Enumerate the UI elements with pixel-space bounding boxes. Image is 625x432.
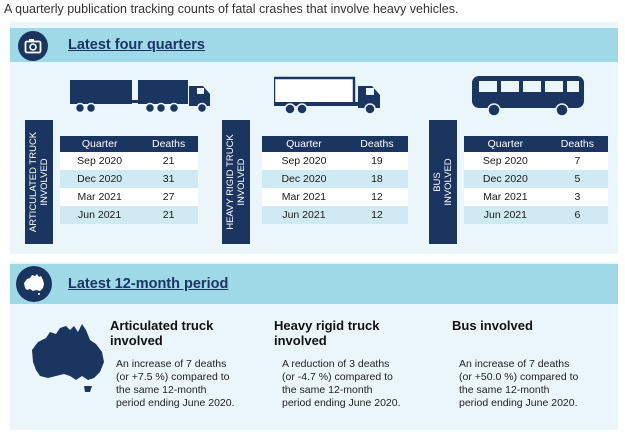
table-row: Sep 2020 19: [262, 152, 408, 170]
table-row: Jun 2021 21: [60, 206, 198, 224]
card-rigid-description: A reduction of 3 deaths (or -4.7 %) compa…: [282, 358, 401, 409]
articulated-truck-icon: [70, 78, 216, 119]
rigid-truck-icon: [272, 76, 386, 121]
bus-table: Quarter Deaths Sep 2020 7 Dec 2020 5 Mar 20…: [464, 136, 608, 224]
bus-label: BUS INVOLVED: [429, 120, 457, 244]
table-row: Dec 2020 31: [60, 170, 198, 188]
table-row: Dec 2020 18: [262, 170, 408, 188]
card-bus-title: Bus involved: [452, 318, 533, 333]
column-header-quarter: Quarter: [464, 136, 547, 152]
australia-map-icon: [16, 266, 52, 302]
latest-12-month-header: Latest 12-month period: [10, 264, 618, 304]
latest-12-month-panel: Latest 12-month period Articulated truck…: [10, 262, 618, 430]
camera-icon: [18, 31, 48, 61]
latest-quarters-panel: Latest four quarters ARTICULATED TRUCK IN…: [10, 22, 618, 254]
articulated-truck-label: ARTICULATED TRUCK INVOLVED: [25, 120, 53, 244]
rigid-truck-label: HEAVY RIGID TRUCK INVOLVED: [222, 120, 250, 244]
bus-icon: [470, 74, 588, 123]
card-rigid-title: Heavy rigid truck involved: [274, 318, 380, 348]
rigid-truck-table: Quarter Deaths Sep 2020 19 Dec 2020 18 Mar …: [262, 136, 408, 224]
table-row: Mar 2021 12: [262, 188, 408, 206]
table-row: Sep 2020 7: [464, 152, 608, 170]
table-row: Dec 2020 5: [464, 170, 608, 188]
column-header-deaths: Deaths: [345, 136, 408, 152]
articulated-truck-table: Quarter Deaths Sep 2020 21 Dec 2020 31 Mar …: [60, 136, 198, 224]
column-header-deaths: Deaths: [139, 136, 198, 152]
table-row: Mar 2021 3: [464, 188, 608, 206]
intro-text: A quarterly publication tracking counts …: [4, 2, 459, 16]
card-bus-description: An increase of 7 deaths (or +50.0 %) comp…: [459, 358, 579, 409]
column-header-quarter: Quarter: [60, 136, 140, 152]
card-articulated-description: An increase of 7 deaths (or +7.5 %) compa…: [116, 358, 235, 409]
table-row: Jun 2021 12: [262, 206, 408, 224]
table-row: Sep 2020 21: [60, 152, 198, 170]
australia-map-large-icon: [28, 320, 108, 401]
latest-quarters-header: Latest four quarters: [10, 28, 618, 62]
table-row: Jun 2021 6: [464, 206, 608, 224]
latest-quarters-title[interactable]: Latest four quarters: [68, 37, 205, 53]
card-articulated-title: Articulated truck involved: [110, 318, 214, 348]
latest-12-month-title[interactable]: Latest 12-month period: [68, 276, 229, 292]
table-row: Mar 2021 27: [60, 188, 198, 206]
column-header-quarter: Quarter: [262, 136, 346, 152]
column-header-deaths: Deaths: [546, 136, 608, 152]
